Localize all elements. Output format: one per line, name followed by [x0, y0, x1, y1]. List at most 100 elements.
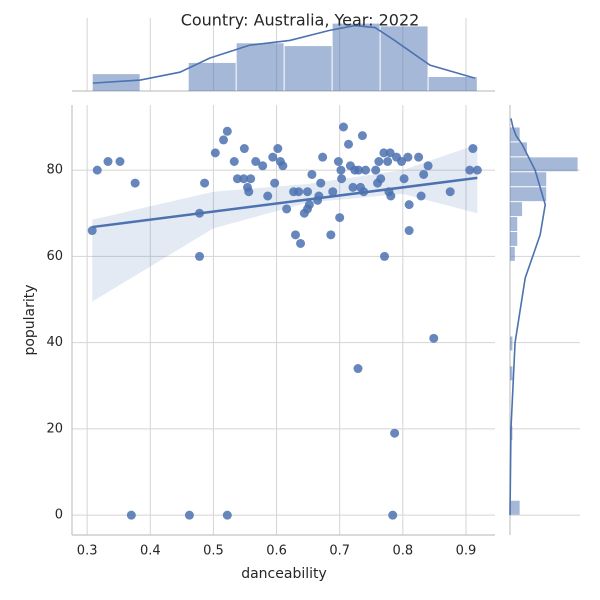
histogram-bar	[236, 43, 284, 91]
x-tick-label: 0.9	[456, 544, 477, 559]
data-point	[472, 165, 482, 175]
data-point	[307, 169, 317, 179]
data-point	[404, 200, 414, 210]
data-point	[371, 165, 381, 175]
data-point	[103, 156, 113, 166]
histogram-bar	[92, 74, 140, 91]
histogram-bar	[510, 246, 515, 261]
x-tick-label: 0.7	[329, 544, 350, 559]
data-point	[126, 510, 136, 520]
data-point	[246, 174, 256, 184]
data-point	[429, 333, 439, 343]
x-tick-label: 0.3	[77, 544, 98, 559]
data-point	[278, 161, 288, 171]
data-point	[229, 156, 239, 166]
data-point	[403, 152, 413, 162]
data-point	[200, 178, 210, 188]
data-point	[379, 148, 389, 158]
histogram-bar	[284, 46, 332, 91]
data-point	[354, 165, 364, 175]
data-point	[296, 238, 306, 248]
data-point	[336, 165, 346, 175]
data-point	[344, 139, 354, 149]
data-point	[92, 165, 102, 175]
data-point	[468, 144, 478, 154]
kde-curve	[92, 24, 476, 84]
data-point	[222, 126, 232, 136]
data-point	[251, 156, 261, 166]
histogram-bar	[510, 187, 547, 202]
y-tick-label: 0	[55, 508, 63, 523]
data-point	[219, 135, 229, 145]
histogram-bar	[428, 76, 477, 91]
kde-curve	[509, 118, 547, 516]
data-point	[386, 191, 396, 201]
data-point	[115, 156, 125, 166]
histogram-bar	[332, 23, 380, 91]
histogram-bar	[510, 231, 518, 246]
histogram-bar	[510, 202, 523, 217]
y-axis-label: popularity	[22, 284, 38, 355]
data-point	[195, 251, 205, 261]
data-point	[465, 165, 475, 175]
y-tick-label: 40	[46, 335, 63, 350]
data-point	[380, 251, 390, 261]
data-point	[184, 510, 194, 520]
data-point	[348, 182, 358, 192]
data-point	[282, 204, 292, 214]
x-tick-label: 0.8	[392, 544, 413, 559]
data-point	[316, 178, 326, 188]
data-point	[414, 152, 424, 162]
data-point	[210, 148, 220, 158]
data-point	[416, 191, 426, 201]
data-point	[333, 156, 343, 166]
data-point	[337, 174, 347, 184]
data-point	[239, 174, 249, 184]
histogram-bar	[510, 157, 578, 172]
data-point	[419, 169, 429, 179]
data-point	[388, 510, 398, 520]
data-point	[445, 187, 455, 197]
data-point	[335, 213, 345, 223]
histogram-bar	[510, 500, 520, 515]
data-point	[404, 226, 414, 236]
data-point	[423, 161, 433, 171]
data-point	[318, 152, 328, 162]
data-point	[273, 144, 283, 154]
data-point	[376, 174, 386, 184]
data-point	[258, 161, 268, 171]
data-point	[263, 191, 273, 201]
data-point	[326, 230, 336, 240]
data-point	[270, 178, 280, 188]
chart-title: Country: Australia, Year: 2022	[181, 11, 420, 30]
histogram-bar	[510, 217, 518, 231]
data-point	[222, 510, 232, 520]
x-axis-label: danceability	[241, 566, 327, 582]
data-point	[361, 165, 371, 175]
data-point	[232, 174, 242, 184]
x-tick-label: 0.5	[203, 544, 224, 559]
histogram-bar	[510, 172, 547, 187]
data-point	[130, 178, 140, 188]
data-point	[294, 187, 304, 197]
data-point	[338, 122, 348, 132]
x-tick-label: 0.4	[140, 544, 161, 559]
data-point	[374, 156, 384, 166]
data-point	[244, 187, 254, 197]
y-tick-label: 20	[46, 421, 63, 436]
data-point	[268, 152, 278, 162]
data-point	[239, 144, 249, 154]
data-point	[353, 364, 363, 374]
y-tick-label: 60	[46, 249, 63, 264]
data-point	[290, 230, 300, 240]
data-point	[397, 156, 407, 166]
data-point	[87, 226, 97, 236]
data-point	[385, 148, 395, 158]
data-point	[357, 131, 367, 141]
histogram-bar	[188, 62, 236, 91]
data-point	[304, 200, 314, 210]
x-tick-label: 0.6	[266, 544, 287, 559]
histogram-bar	[510, 366, 513, 381]
histogram-bar	[510, 336, 513, 351]
